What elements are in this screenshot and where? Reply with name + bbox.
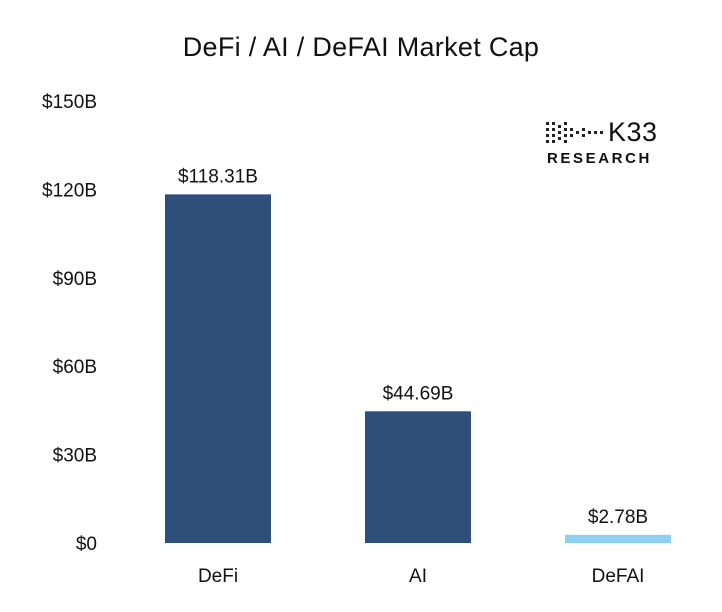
k33-research-logo: K33 RESEARCH <box>546 117 676 170</box>
x-tick-label-defai: DeFAI <box>592 566 645 587</box>
data-label-ai: $44.69B <box>383 383 454 404</box>
x-axis: DeFi AI DeFAI <box>198 566 644 587</box>
logo-subtitle: RESEARCH <box>547 150 652 167</box>
data-label-defai: $2.78B <box>588 507 648 528</box>
data-labels: $118.31B $44.69B $2.78B <box>178 166 648 527</box>
y-tick-label: $150B <box>42 92 97 113</box>
data-label-defi: $118.31B <box>178 166 258 187</box>
logo-dot-mark-icon <box>546 122 603 143</box>
y-tick-label: $30B <box>53 446 97 467</box>
logo-brand: K33 <box>608 117 658 147</box>
y-tick-label: $120B <box>42 180 97 201</box>
x-tick-label-defi: DeFi <box>198 566 238 587</box>
chart-title: DeFi / AI / DeFAI Market Cap <box>182 32 540 62</box>
bar-defi <box>165 194 271 543</box>
bar-defai <box>565 534 671 543</box>
bar-ai <box>365 411 471 543</box>
y-axis: $0 $30B $60B $90B $120B $150B <box>42 92 97 555</box>
bars <box>165 194 671 543</box>
x-tick-label-ai: AI <box>409 566 427 587</box>
y-tick-label: $60B <box>53 357 97 378</box>
y-tick-label: $90B <box>53 269 97 290</box>
y-tick-label: $0 <box>76 534 97 555</box>
